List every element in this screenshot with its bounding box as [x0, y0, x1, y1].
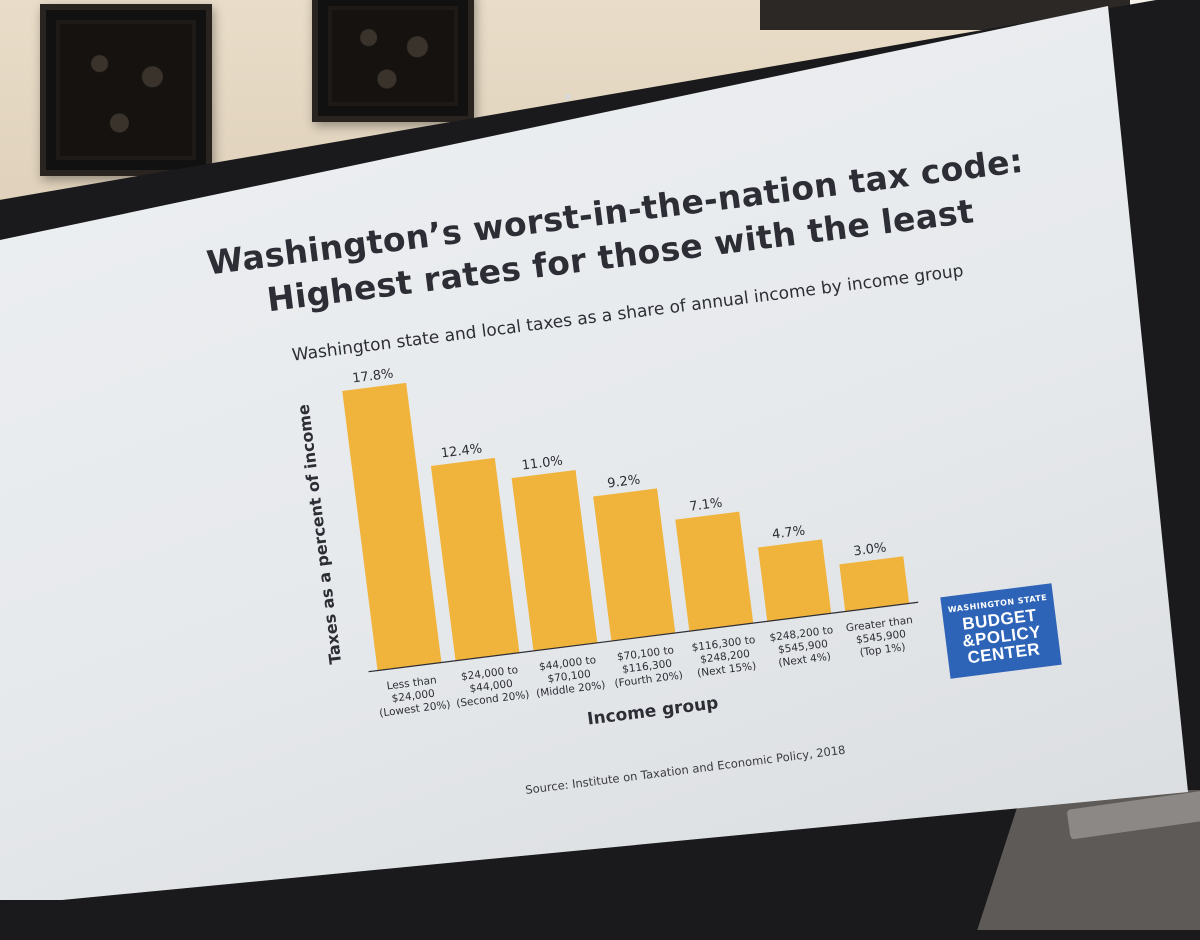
x-axis-line: [368, 601, 919, 673]
webcam-icon: [565, 94, 571, 100]
data-label-1: 12.4%: [440, 441, 483, 461]
x-tick-label-4: $116,300 to$248,200(Next 15%): [691, 634, 759, 680]
data-label-2: 11.0%: [521, 454, 564, 474]
x-tick-label-6: Greater than$545,900(Top 1%): [845, 614, 916, 660]
x-tick-label-line: $44,000: [469, 678, 514, 695]
budget-policy-center-logo: WASHINGTON STATE BUDGET &POLICY CENTER: [940, 583, 1062, 679]
data-label-3: 9.2%: [606, 473, 641, 492]
x-axis-label: Income group: [586, 693, 719, 729]
data-label-5: 4.7%: [771, 524, 806, 543]
slide: Washington’s worst-in-the-nation tax cod…: [165, 126, 1136, 854]
x-tick-label-line: $70,100: [547, 668, 592, 685]
data-label-6: 3.0%: [853, 540, 888, 559]
x-tick-label-line: $24,000: [391, 688, 436, 705]
bar-3: [593, 488, 676, 642]
x-tick-label-3: $70,100 to$116,300(Fourth 20%): [611, 644, 684, 690]
bar-0: [342, 382, 442, 671]
bar-5: [757, 539, 832, 622]
bar-2: [511, 470, 598, 651]
x-tick-label-5: $248,200 to$545,900(Next 4%): [769, 624, 837, 670]
bar-6: [839, 556, 910, 612]
bar-1: [430, 457, 520, 661]
x-tick-label-1: $24,000 to$44,000(Second 20%): [452, 663, 530, 710]
wall-decor-panel-left: [40, 4, 212, 176]
wall-decor-panel-right: [312, 0, 474, 122]
x-tick-label-line: (Top 1%): [859, 641, 906, 659]
x-tick-label-0: Less than$24,000(Lowest 20%): [375, 673, 451, 720]
data-label-0: 17.8%: [351, 366, 394, 386]
data-label-4: 7.1%: [689, 496, 724, 515]
y-axis-label: Taxes as a percent of income: [294, 403, 346, 665]
bar-4: [675, 511, 754, 632]
x-tick-label-2: $44,000 to$70,100(Middle 20%): [532, 653, 606, 699]
